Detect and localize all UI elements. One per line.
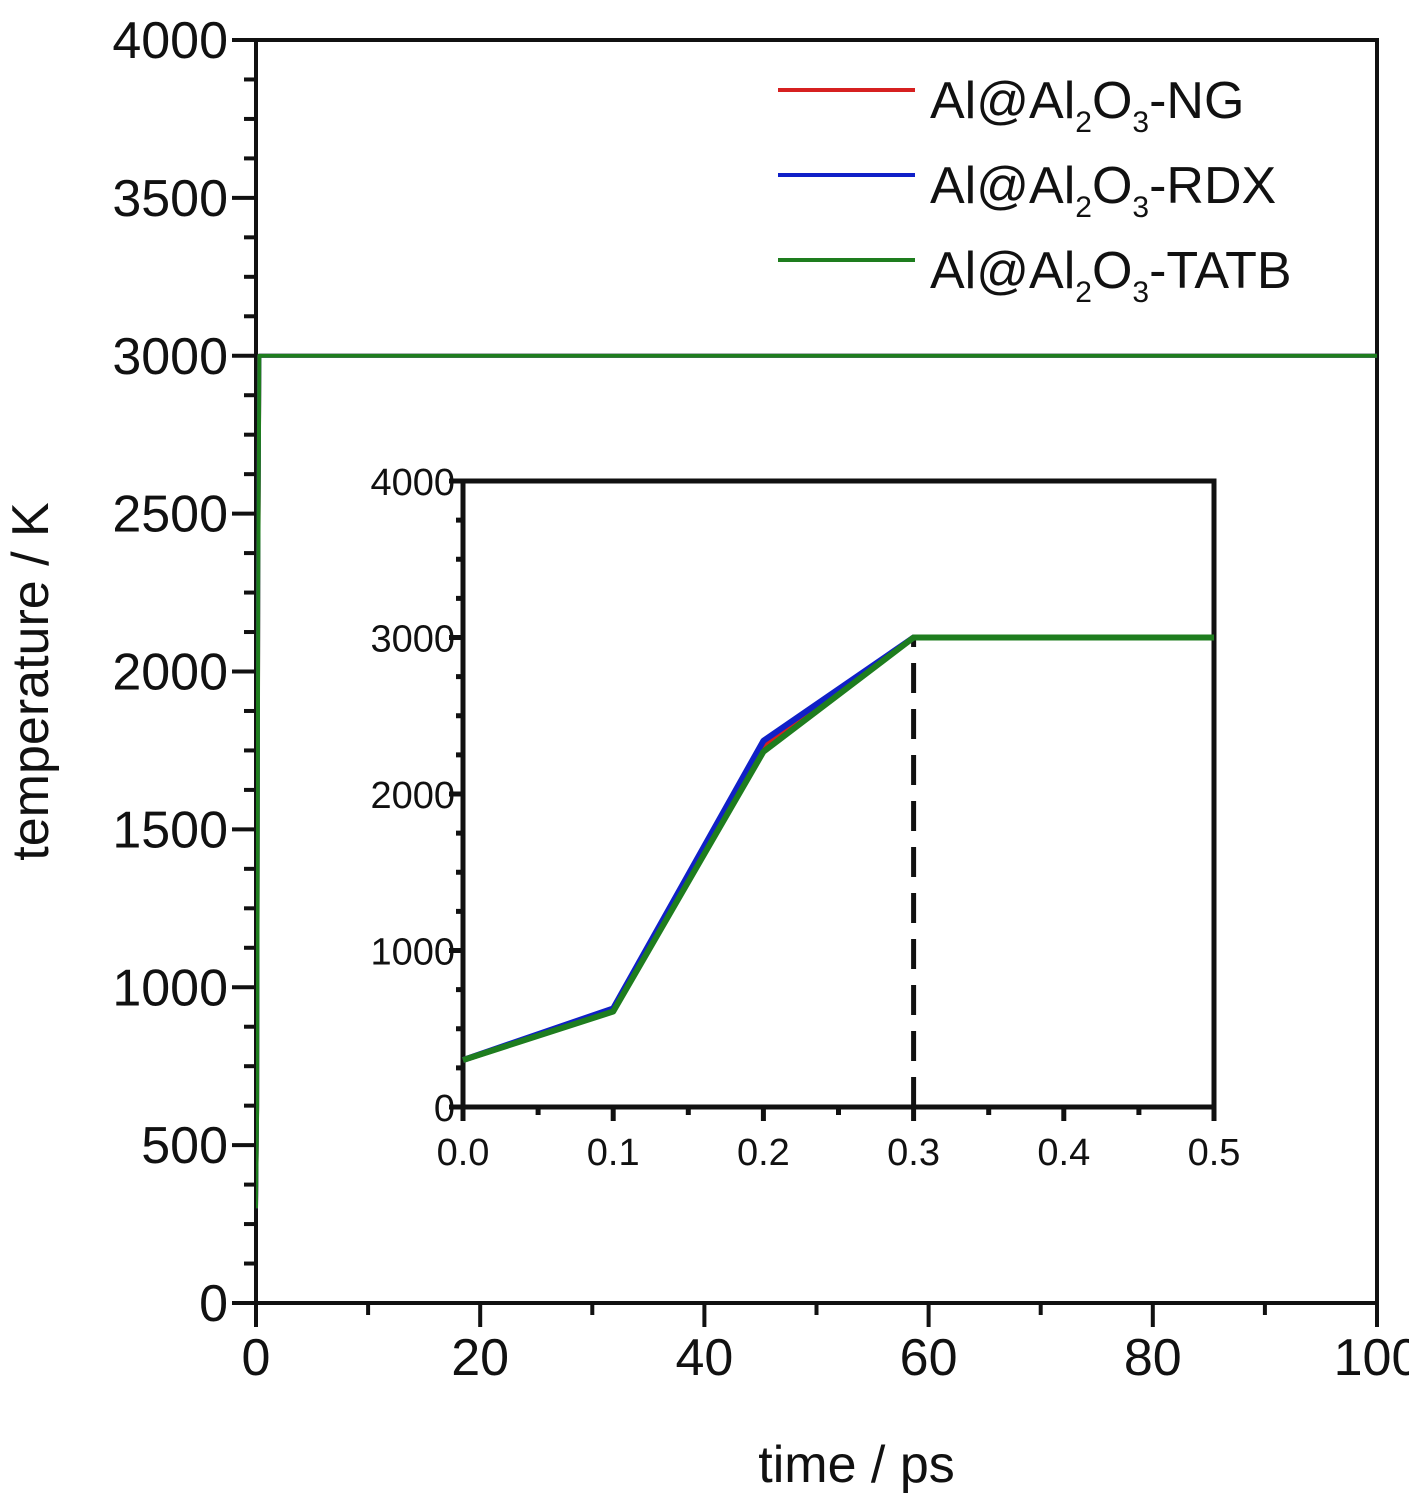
legend-label-part: Al@Al xyxy=(930,72,1075,130)
main-y-tick-label: 4000 xyxy=(112,12,228,70)
main-y-tick-label: 1000 xyxy=(112,959,228,1017)
legend-label-part: O xyxy=(1092,242,1132,300)
legend-label-0: Al@Al2O3-NG xyxy=(930,72,1244,139)
inset-x-tick-label: 0.3 xyxy=(887,1132,940,1174)
legend-label-2: Al@Al2O3-TATB xyxy=(930,242,1292,309)
inset-y-tick-label: 0 xyxy=(434,1088,455,1130)
main-y-tick-label: 2000 xyxy=(112,644,228,702)
inset-y-tick-label: 1000 xyxy=(370,932,455,974)
main-y-tick-label: 3500 xyxy=(112,170,228,228)
main-y-axis-title: temperature / K xyxy=(2,502,60,861)
main-x-tick-label: 100 xyxy=(1334,1329,1409,1387)
inset-x-tick-label: 0.2 xyxy=(737,1132,790,1174)
inset-x-tick-label: 0.1 xyxy=(587,1132,640,1174)
main-x-axis-title: time / ps xyxy=(758,1436,955,1494)
main-x-tick-label: 0 xyxy=(242,1329,271,1387)
main-y-tick-label: 500 xyxy=(141,1117,228,1175)
main-series-group xyxy=(256,353,1377,1209)
legend-label-part: 2 xyxy=(1075,106,1092,139)
inset-plot: 0 1000 2000 3000 4000 0.0 0.1 0.2 0.3 0.4 0.5 xyxy=(370,462,1240,1174)
legend-label-part: Al@Al xyxy=(930,242,1075,300)
inset-y-tick-label: 4000 xyxy=(370,462,455,504)
inset-x-tick-label: 0.4 xyxy=(1037,1132,1090,1174)
legend-label-part: -RDX xyxy=(1149,157,1276,215)
main-x-tick-label: 40 xyxy=(675,1329,733,1387)
main-y-tick-label: 1500 xyxy=(112,801,228,859)
legend-label-part: -TATB xyxy=(1149,242,1292,300)
legend-label-part: 2 xyxy=(1075,276,1092,309)
main-x-tick-label: 80 xyxy=(1124,1329,1182,1387)
legend-label-part: 3 xyxy=(1132,106,1149,139)
inset-y-tick-label: 3000 xyxy=(370,619,455,661)
legend-label-part: Al@Al xyxy=(930,157,1075,215)
legend-label-1: Al@Al2O3-RDX xyxy=(930,157,1276,224)
legend-label-part: 3 xyxy=(1132,276,1149,309)
main-series-line-2 xyxy=(256,353,1377,1209)
legend-label-part: O xyxy=(1092,72,1132,130)
inset-plot-frame xyxy=(460,478,1217,1110)
inset-x-tick-label: 0.0 xyxy=(437,1132,490,1174)
inset-series-line-2 xyxy=(462,634,1214,1063)
main-x-tick-label: 60 xyxy=(900,1329,958,1387)
main-x-tick-label: 20 xyxy=(451,1329,509,1387)
main-y-tick-label: 2500 xyxy=(112,486,228,544)
inset-y-tick-label: 2000 xyxy=(370,775,455,817)
main-y-tick-label: 3000 xyxy=(112,328,228,386)
legend-label-part: O xyxy=(1092,157,1132,215)
legend-label-part: 2 xyxy=(1075,191,1092,224)
main-y-tick-label: 0 xyxy=(199,1275,228,1333)
legend-label-part: -NG xyxy=(1149,72,1244,130)
legend-label-part: 3 xyxy=(1132,191,1149,224)
inset-x-tick-label: 0.5 xyxy=(1188,1132,1241,1174)
